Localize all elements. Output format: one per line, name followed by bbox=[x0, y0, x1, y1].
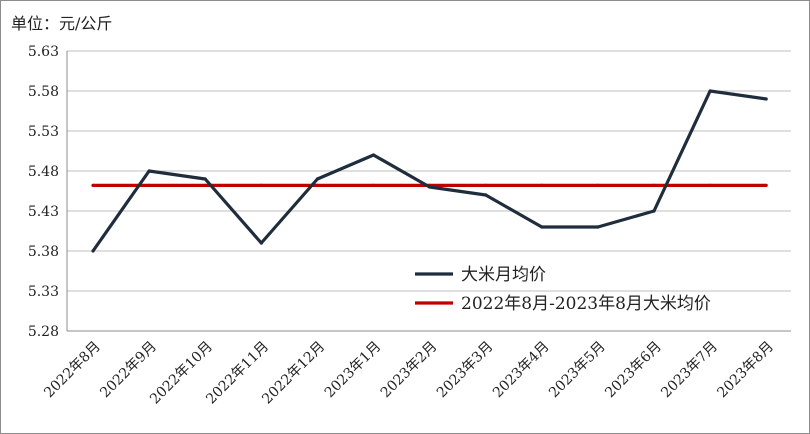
data-point bbox=[708, 183, 712, 187]
data-point bbox=[91, 183, 95, 187]
x-tick-label: 2023年3月 bbox=[434, 339, 497, 402]
y-tick-label: 5.63 bbox=[28, 44, 59, 60]
data-point bbox=[708, 89, 712, 93]
data-point bbox=[484, 183, 488, 187]
y-tick-label: 5.33 bbox=[28, 284, 59, 300]
data-point bbox=[259, 241, 263, 245]
data-point bbox=[371, 153, 376, 157]
x-tick-label: 2023年8月 bbox=[714, 339, 777, 402]
data-point bbox=[652, 183, 656, 187]
data-point bbox=[91, 249, 95, 253]
data-point bbox=[596, 225, 600, 229]
y-axis-unit-label: 单位：元/公斤 bbox=[11, 14, 113, 33]
data-point bbox=[315, 177, 319, 181]
legend-label: 2022年8月-2023年8月大米均价 bbox=[461, 294, 711, 314]
x-tick-label: 2023年4月 bbox=[490, 339, 553, 402]
x-tick-label: 2022年8月 bbox=[41, 339, 104, 402]
data-point bbox=[484, 193, 488, 197]
y-tick-label: 5.58 bbox=[28, 84, 59, 100]
x-tick-label: 2023年6月 bbox=[602, 339, 665, 402]
data-point bbox=[428, 185, 432, 189]
data-point bbox=[259, 183, 263, 187]
legend-label: 大米月均价 bbox=[461, 265, 546, 285]
x-tick-label: 2023年7月 bbox=[658, 339, 721, 402]
data-point bbox=[203, 177, 207, 181]
y-tick-label: 5.43 bbox=[28, 204, 59, 220]
data-point bbox=[147, 183, 151, 187]
data-point bbox=[540, 225, 544, 229]
y-tick-label: 5.48 bbox=[28, 164, 59, 180]
data-point bbox=[652, 209, 656, 213]
data-point bbox=[540, 183, 544, 187]
y-tick-label: 5.38 bbox=[28, 244, 59, 260]
y-tick-label: 5.28 bbox=[28, 324, 59, 340]
y-tick-label: 5.53 bbox=[28, 124, 59, 140]
data-point bbox=[147, 169, 151, 173]
x-tick-label: 2023年1月 bbox=[322, 339, 385, 402]
x-tick-label: 2023年5月 bbox=[546, 339, 609, 402]
data-point bbox=[764, 183, 768, 187]
data-point bbox=[596, 183, 600, 187]
data-point bbox=[371, 183, 376, 187]
data-point bbox=[764, 97, 768, 101]
x-tick-label: 2023年2月 bbox=[378, 339, 441, 402]
data-point bbox=[315, 183, 319, 187]
data-point bbox=[203, 183, 207, 187]
